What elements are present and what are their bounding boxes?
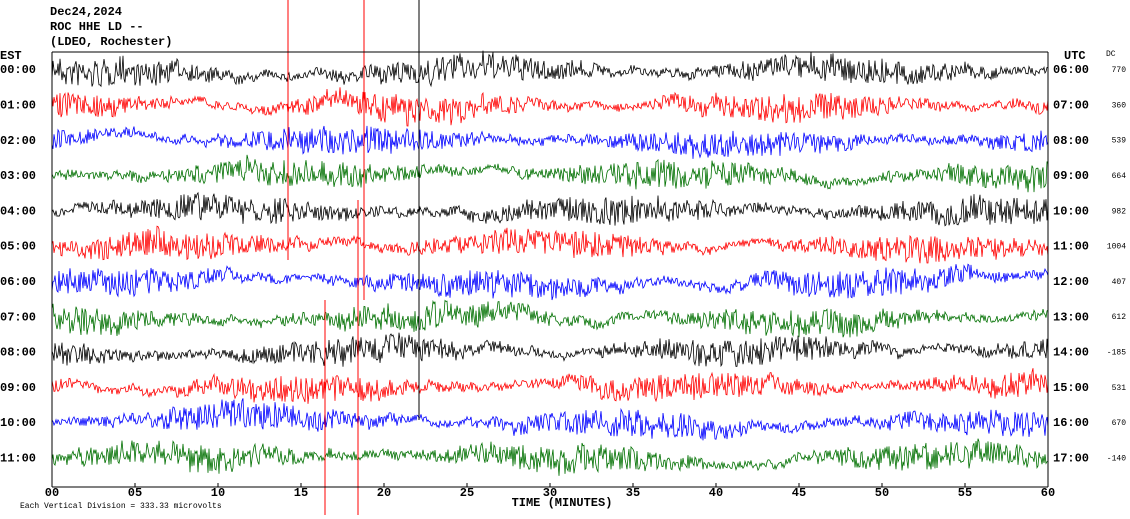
x-tick-label: 15 xyxy=(294,486,308,500)
dc-value: 770 xyxy=(1112,66,1127,75)
est-label: 04:00 xyxy=(0,204,36,218)
utc-label: 06:00 xyxy=(1053,63,1089,77)
utc-label: 14:00 xyxy=(1053,346,1089,360)
footer: Each Vertical Division = 333.33 microvol… xyxy=(20,502,222,511)
location: (LDEO, Rochester) xyxy=(50,35,172,49)
trace xyxy=(51,154,1049,193)
dc-value: 612 xyxy=(1112,313,1127,322)
dc-value: 664 xyxy=(1112,172,1127,181)
x-axis-title: TIME (MINUTES) xyxy=(512,496,613,510)
utc-label: 11:00 xyxy=(1053,240,1089,254)
trace xyxy=(51,225,1049,264)
date: Dec24,2024 xyxy=(50,5,122,19)
utc-label: 12:00 xyxy=(1053,275,1089,289)
dc-value: 982 xyxy=(1112,207,1127,216)
x-tick-label: 40 xyxy=(709,486,723,500)
est-label: 08:00 xyxy=(0,346,36,360)
est-label: 00:00 xyxy=(0,63,36,77)
x-tick-label: 55 xyxy=(958,486,972,500)
utc-label: 13:00 xyxy=(1053,310,1089,324)
utc-label: 08:00 xyxy=(1053,134,1089,148)
est-label: 02:00 xyxy=(0,134,36,148)
est-label: 06:00 xyxy=(0,275,36,289)
x-tick-label: 60 xyxy=(1041,486,1055,500)
x-tick-label: 45 xyxy=(792,486,806,500)
dc-value: 531 xyxy=(1112,384,1127,393)
dc-title: DC xyxy=(1106,50,1116,59)
dc-value: 539 xyxy=(1112,137,1127,146)
est-label: 09:00 xyxy=(0,381,36,395)
x-tick-label: 05 xyxy=(128,486,142,500)
dc-value: 670 xyxy=(1112,419,1127,428)
x-tick-label: 20 xyxy=(377,486,391,500)
est-label: 10:00 xyxy=(0,416,36,430)
trace xyxy=(51,263,1049,301)
trace xyxy=(51,332,1049,368)
x-tick-label: 35 xyxy=(626,486,640,500)
x-tick-label: 10 xyxy=(211,486,225,500)
dc-value: 1004 xyxy=(1107,243,1126,252)
trace xyxy=(51,50,1049,88)
trace xyxy=(51,125,1049,159)
est-label: 05:00 xyxy=(0,240,36,254)
est-label: 03:00 xyxy=(0,169,36,183)
est-label: 11:00 xyxy=(0,451,36,465)
trace xyxy=(51,299,1049,338)
utc-label: 16:00 xyxy=(1053,416,1089,430)
utc-label: 17:00 xyxy=(1053,451,1089,465)
dc-value: 360 xyxy=(1112,101,1127,110)
trace xyxy=(51,398,1049,441)
trace xyxy=(51,438,1049,476)
right-axis-title: UTC xyxy=(1064,49,1086,63)
est-label: 07:00 xyxy=(0,310,36,324)
trace xyxy=(51,368,1049,404)
dc-value: -140 xyxy=(1107,454,1126,463)
dc-value: -185 xyxy=(1107,349,1126,358)
utc-label: 07:00 xyxy=(1053,98,1089,112)
trace xyxy=(51,191,1049,227)
left-axis-title: EST xyxy=(0,49,22,63)
traces xyxy=(51,0,1049,515)
dc-value: 407 xyxy=(1112,278,1127,287)
x-tick-label: 30 xyxy=(543,486,557,500)
trace xyxy=(51,87,1049,127)
x-tick-label: 00 xyxy=(45,486,59,500)
x-tick-label: 50 xyxy=(875,486,889,500)
utc-label: 09:00 xyxy=(1053,169,1089,183)
station: ROC HHE LD -- xyxy=(50,20,144,34)
est-label: 01:00 xyxy=(0,98,36,112)
x-tick-label: 25 xyxy=(460,486,474,500)
utc-label: 10:00 xyxy=(1053,204,1089,218)
utc-label: 15:00 xyxy=(1053,381,1089,395)
